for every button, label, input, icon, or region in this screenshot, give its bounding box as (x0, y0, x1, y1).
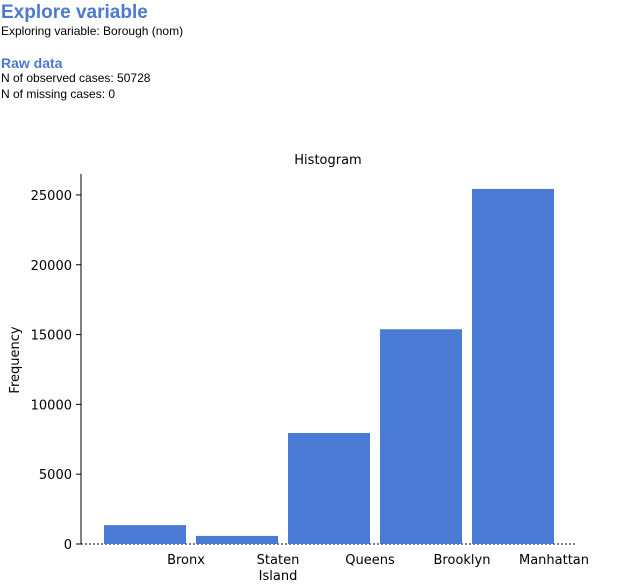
raw-data-heading: Raw data (1, 55, 63, 71)
variable-description: Exploring variable: Borough (nom) (1, 24, 184, 38)
y-tick-label: 20000 (31, 259, 72, 274)
x-tick-label: Queens (345, 553, 395, 568)
chart-title: Histogram (294, 153, 361, 168)
bar-brooklyn (380, 329, 462, 544)
missing-cases: N of missing cases: 0 (1, 87, 116, 101)
x-tick-label: Staten Island (257, 553, 300, 584)
y-tick-label: 25000 (31, 189, 72, 204)
y-axis-label: Frequency (8, 326, 23, 393)
observed-cases: N of observed cases: 50728 (1, 71, 151, 85)
y-tick-label: 15000 (31, 329, 72, 344)
x-tick-label: Brooklyn (434, 553, 491, 568)
bar-bronx (104, 525, 186, 544)
x-tick-label: Bronx (167, 553, 205, 568)
bar-manhattan (472, 188, 554, 544)
y-tick-label: 10000 (31, 398, 72, 413)
y-tick-label: 0 (64, 538, 72, 553)
page-title: Explore variable (1, 2, 148, 23)
bar-queens (288, 433, 370, 544)
x-tick-label: Manhattan (519, 553, 589, 568)
bar-staten-island (196, 535, 278, 544)
y-tick-label: 5000 (39, 468, 72, 483)
